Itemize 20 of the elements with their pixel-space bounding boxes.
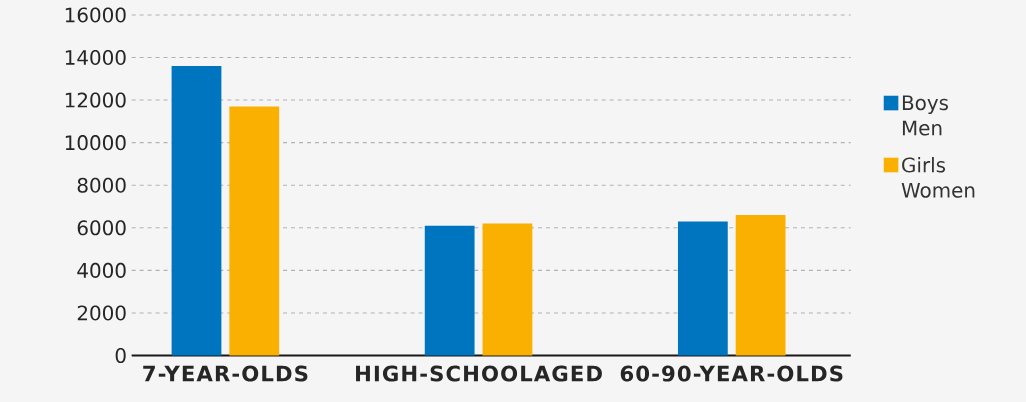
bar [482,223,533,356]
x-tick-label: 60-90-YEAR-OLDS [620,365,843,382]
bar [424,225,475,356]
bar [735,214,786,356]
x-tick-label: HIGH-SCHOOLAGED [356,365,602,382]
legend-label: Boys Men [902,95,949,136]
bar [229,106,280,356]
y-tick-label: 6000 [77,220,126,236]
bar [677,221,728,356]
legend-label: Girls Women [901,156,975,198]
y-tick-label: 16000 [65,7,126,23]
y-tick-label: 12000 [65,92,126,108]
y-tick-label: 0 [115,347,126,363]
y-tick-label: 2000 [77,305,126,321]
y-tick-label: 10000 [65,134,126,151]
y-tick-label: 14000 [65,49,126,65]
y-tick-label: 8000 [77,177,126,193]
y-tick-label: 4000 [77,262,126,278]
bar [171,65,222,356]
x-tick-label: 7-YEAR-OLDS [143,365,308,382]
